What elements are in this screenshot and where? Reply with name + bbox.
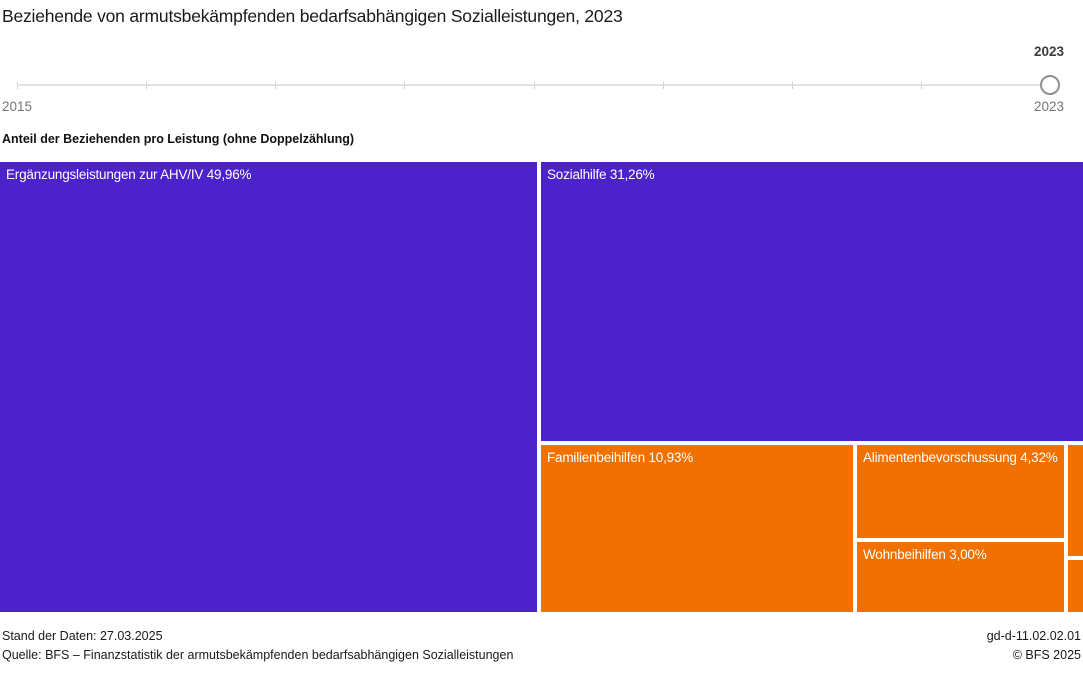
data-status-text: Stand der Daten: 27.03.2025 — [2, 629, 163, 643]
treemap-rect-label: Sozialhilfe 31,26% — [547, 167, 655, 182]
footer-right: gd-d-11.02.02.01 © BFS 2025 — [987, 627, 1081, 665]
slider-tick — [17, 81, 18, 89]
treemap-rect-wohnbeihilfen[interactable]: Wohnbeihilfen 3,00% — [857, 542, 1064, 612]
treemap-rect-familienbeihilfen[interactable]: Familienbeihilfen 10,93% — [541, 445, 853, 612]
treemap-rect-alimentenbevorschussung[interactable]: Alimentenbevorschussung 4,32% — [857, 445, 1064, 538]
chart-subtitle: Anteil der Beziehenden pro Leistung (ohn… — [2, 132, 355, 146]
treemap-rect-label: Ergänzungsleistungen zur AHV/IV 49,96% — [6, 167, 252, 182]
treemap-rect-small-segment[interactable] — [1068, 560, 1083, 612]
slider-max-year-label: 2023 — [1033, 99, 1064, 114]
slider-tick — [662, 81, 664, 89]
source-text: Quelle: BFS – Finanzstatistik der armuts… — [2, 648, 514, 662]
slider-track[interactable] — [17, 81, 1051, 89]
copyright-text: © BFS 2025 — [1012, 648, 1081, 662]
slider-tick — [146, 81, 148, 89]
slider-current-year-label: 2023 — [1033, 44, 1064, 59]
slider-tick — [404, 81, 406, 89]
slider-tick — [791, 81, 793, 89]
treemap: Ergänzungsleistungen zur AHV/IV 49,96% So… — [0, 162, 1083, 612]
treemap-rect-sozialhilfe[interactable]: Sozialhilfe 31,26% — [541, 162, 1083, 441]
chart-title: Beziehende von armutsbekämpfenden bedarf… — [2, 6, 623, 26]
slider-tick — [533, 81, 535, 89]
chart-code-text: gd-d-11.02.02.01 — [986, 629, 1081, 643]
slider-tick — [275, 81, 277, 89]
treemap-rect-ergänzungsleistungen-zur-ahv-iv[interactable]: Ergänzungsleistungen zur AHV/IV 49,96% — [0, 162, 537, 612]
slider-tick — [920, 81, 922, 89]
treemap-rect-label: Alimentenbevorschussung 4,32% — [863, 450, 1058, 465]
treemap-rect-label: Familienbeihilfen 10,93% — [547, 450, 694, 465]
treemap-rect-label: Wohnbeihilfen 3,00% — [863, 547, 987, 562]
slider-min-year-label: 2015 — [2, 99, 33, 114]
treemap-rect-small-segment[interactable] — [1068, 445, 1083, 556]
footer-left: Stand der Daten: 27.03.2025 Quelle: BFS … — [2, 627, 513, 665]
slider-handle[interactable] — [1040, 75, 1060, 95]
